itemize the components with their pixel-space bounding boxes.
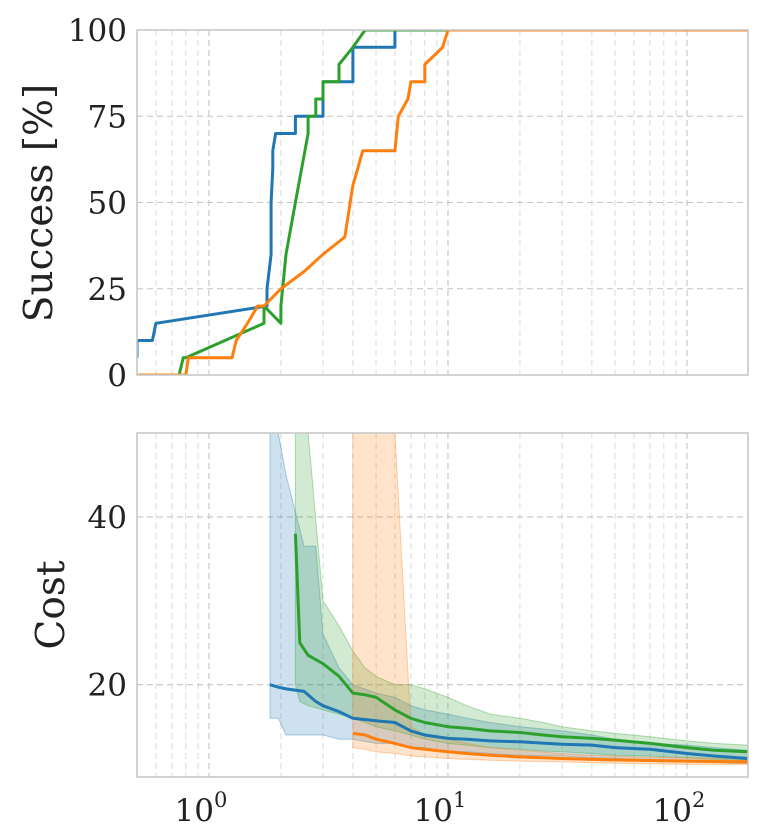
success-lines — [137, 30, 748, 375]
cost-y-tick-label: 40 — [88, 500, 127, 536]
x-tick-exponent: 0 — [214, 788, 227, 812]
x-tick-label: 102 — [653, 788, 706, 829]
success-y-tick-label: 0 — [107, 358, 127, 394]
success-grid — [136, 30, 748, 375]
success-panel: 0 25 50 75 100 Success [%] — [17, 13, 749, 394]
x-tick-exponent: 2 — [692, 788, 705, 812]
success-series-line-1 — [137, 30, 748, 375]
success-series-line-2 — [137, 30, 748, 375]
cost-plot-frame — [136, 432, 749, 778]
cost-lines — [269, 533, 748, 764]
x-tick-exponent: 1 — [453, 788, 466, 812]
success-y-axis-label: Success [%] — [17, 84, 62, 323]
cost-series-line-0 — [269, 683, 748, 760]
cost-y-axis-label: Cost — [29, 560, 74, 649]
success-y-tick-label: 25 — [88, 272, 127, 308]
cost-y-tick-label: 20 — [88, 668, 127, 704]
x-ticks: 100 101 102 — [175, 788, 706, 829]
x-tick-base: 10 — [414, 793, 453, 829]
cost-band-0 — [269, 433, 748, 765]
success-y-tick-label: 50 — [88, 186, 127, 222]
x-tick-label: 100 — [175, 788, 228, 829]
x-tick-base: 10 — [175, 793, 214, 829]
cost-series-line-2 — [352, 731, 748, 764]
success-plot-frame — [136, 29, 749, 376]
success-y-tick-label: 100 — [68, 13, 127, 49]
cost-series-line-1 — [293, 533, 748, 754]
cost-grid — [136, 433, 748, 777]
x-tick-label: 101 — [414, 788, 467, 829]
success-series-line-0 — [137, 30, 748, 358]
cost-band-1 — [294, 433, 748, 761]
success-y-tick-label: 75 — [88, 99, 127, 135]
success-y-ticks: 0 25 50 75 100 — [68, 13, 127, 394]
x-tick-base: 10 — [653, 793, 692, 829]
